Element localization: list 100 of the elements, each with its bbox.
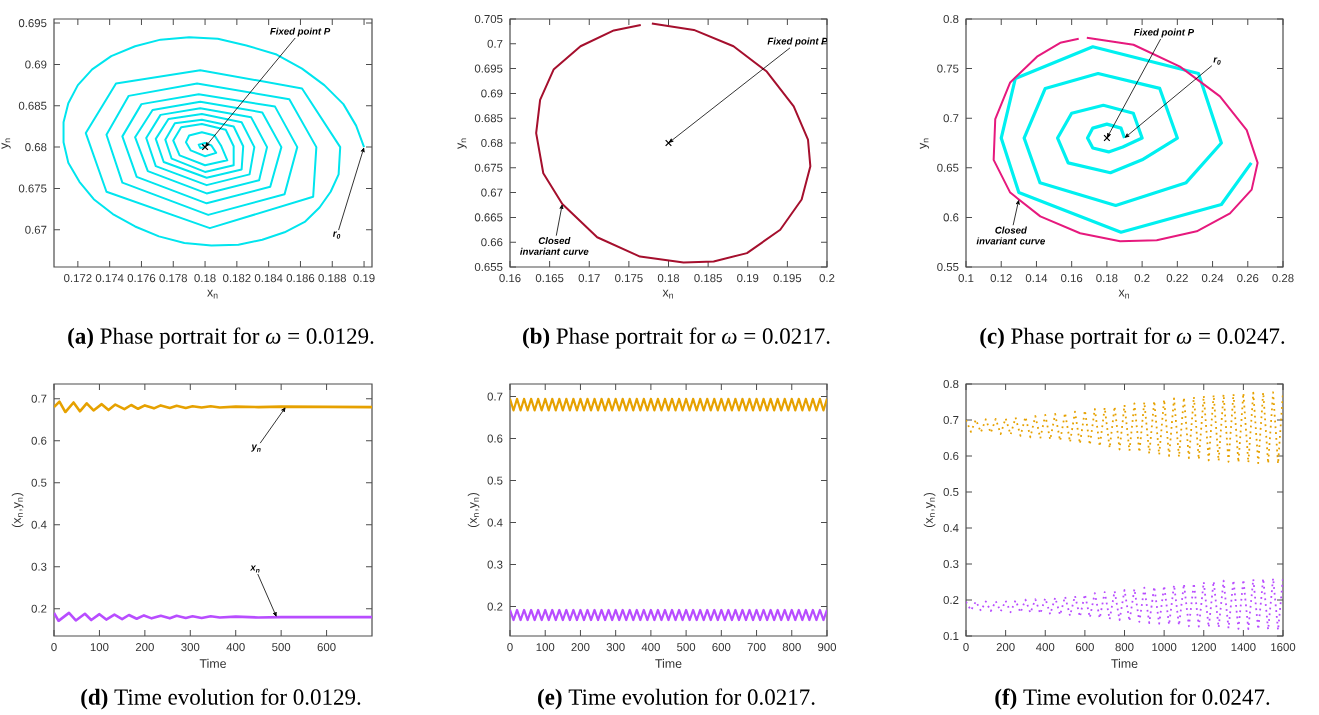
y-tick-label: 0.4 — [31, 520, 47, 529]
x-tick-label: 0.1 — [958, 274, 974, 283]
x-tick-label: 0.16 — [1061, 274, 1083, 283]
y-tick-label: 0.8 — [943, 14, 959, 24]
x-tick-label: 0.165 — [535, 274, 564, 283]
annotation: r$_{0}$ — [1213, 57, 1221, 65]
y-tick-label: 0.7 — [487, 392, 503, 401]
annotation: r$_{0}$ — [332, 231, 341, 239]
y-tick-label: 0.65 — [937, 163, 959, 172]
x-tick-label: 0.174 — [95, 274, 124, 283]
x-tick-label: 1600 — [1271, 643, 1296, 652]
y-axis-title: y$_{n}$ — [919, 138, 930, 149]
x-tick-label: 0.22 — [1166, 274, 1188, 283]
x-tick-label: 0.186 — [286, 274, 315, 283]
x-tick-label: 0.195 — [773, 274, 802, 283]
x-tick-label: 0.188 — [318, 274, 347, 283]
x-axis-title: Time — [655, 658, 682, 668]
y-tick-label: 0.7 — [487, 39, 503, 48]
x-tick-label: 0.185 — [694, 274, 722, 283]
x-tick-label: 600 — [712, 643, 731, 652]
y-tick-label: 0.67 — [25, 225, 47, 234]
x-tick-label: 0 — [51, 643, 57, 652]
text: (b) Phase portrait for ω = 0.0217. — [523, 327, 830, 349]
x-tick-label: 0.182 — [223, 274, 251, 283]
x-tick-label: 300 — [606, 643, 625, 652]
y-tick-label: 0.1 — [943, 631, 959, 641]
x-axis-title: x$_{n}$ — [662, 289, 673, 299]
y-tick-label: 0.6 — [31, 436, 47, 445]
y-tick-label: 0.3 — [31, 562, 47, 571]
x-tick-label: 0.178 — [159, 274, 188, 283]
x-tick-label: 100 — [90, 643, 109, 652]
y-tick-label: 0.2 — [487, 602, 503, 611]
y-tick-label: 0.4 — [487, 518, 503, 527]
y-tick-label: 0.7 — [31, 394, 47, 403]
x-tick-label: 0.2 — [819, 274, 835, 283]
y-axis-title: (x$_{n}$,y$_{n}$) — [467, 492, 480, 528]
x-tick-label: 900 — [818, 643, 837, 652]
annotation: Fixed point P — [1133, 28, 1195, 38]
x-tick-label: 0.19 — [353, 274, 375, 283]
x-tick-label: 800 — [782, 643, 801, 652]
x-tick-label: 0.18 — [657, 274, 680, 283]
x-tick-label: 400 — [1036, 643, 1055, 652]
x-tick-label: 0.2 — [1134, 274, 1150, 283]
x-tick-label: 0.26 — [1237, 274, 1259, 283]
x-tick-label: 1200 — [1191, 643, 1216, 652]
x-tick-label: 100 — [536, 643, 555, 652]
x-tick-label: 0.17 — [578, 274, 600, 283]
x-tick-label: 800 — [1115, 643, 1134, 652]
y-tick-label: 0.695 — [474, 64, 503, 73]
y-tick-label: 0.66 — [481, 238, 503, 247]
annotation: Fixed point P — [270, 27, 331, 37]
line-series — [966, 391, 1283, 465]
y-tick-label: 0.4 — [943, 523, 959, 533]
x-tick-label: 0.18 — [194, 274, 216, 283]
y-tick-label: 0.665 — [474, 213, 503, 222]
y-axis-title: y$_{n}$ — [1, 138, 11, 149]
x-tick-label: 0.24 — [1201, 274, 1224, 283]
y-tick-label: 0.3 — [943, 559, 959, 569]
x-tick-label: 0.172 — [64, 274, 92, 283]
text: (a) Phase portrait for ω = 0.0129. — [68, 327, 374, 349]
y-tick-label: 0.7 — [943, 415, 959, 425]
x-tick-label: 0.28 — [1272, 274, 1294, 283]
y-axis-title: (x$_{n}$,y$_{n}$) — [923, 492, 936, 528]
y-tick-label: 0.695 — [18, 19, 47, 28]
annotation: x$_{n}$ — [249, 565, 260, 573]
text: (d) Time evolution for 0.0129. — [81, 688, 361, 710]
x-tick-label: 0.12 — [990, 274, 1012, 283]
x-tick-label: 200 — [571, 643, 590, 652]
x-tick-label: 0.18 — [1096, 274, 1118, 283]
y-tick-label: 0.675 — [18, 184, 47, 193]
y-tick-label: 0.2 — [31, 604, 47, 613]
y-tick-label: 0.5 — [31, 478, 47, 487]
line-series — [62, 36, 366, 247]
y-tick-label: 0.705 — [474, 14, 503, 24]
annotation: Closed invariant curve — [520, 237, 589, 255]
y-tick-label: 0.5 — [487, 476, 503, 485]
x-tick-label: 600 — [1075, 643, 1094, 652]
y-tick-label: 0.68 — [481, 138, 503, 148]
x-tick-label: 0 — [963, 643, 969, 652]
text: (e) Time evolution for 0.0217. — [538, 688, 815, 710]
x-tick-label: 400 — [226, 643, 245, 652]
x-tick-label: 200 — [996, 643, 1015, 652]
x-tick-label: 0.16 — [499, 274, 521, 283]
y-axis-title: y$_{n}$ — [457, 138, 467, 149]
x-tick-label: 0.184 — [254, 274, 283, 283]
annotation: y$_{n}$ — [251, 444, 261, 452]
line-series — [54, 400, 373, 414]
x-tick-label: 300 — [181, 643, 200, 652]
y-tick-label: 0.685 — [474, 114, 503, 123]
x-axis-title: Time — [199, 658, 226, 668]
x-axis-title: x$_{n}$ — [1118, 289, 1129, 299]
y-tick-label: 0.3 — [487, 560, 503, 569]
x-tick-label: 1000 — [1152, 643, 1177, 652]
x-tick-label: 0.19 — [737, 274, 759, 283]
annotation: Closed invariant curve — [976, 226, 1045, 245]
y-tick-label: 0.6 — [487, 434, 503, 443]
y-tick-label: 0.8 — [943, 379, 959, 389]
x-tick-label: 0.176 — [127, 274, 156, 283]
y-tick-label: 0.675 — [474, 163, 503, 172]
text: (f) Time evolution for 0.0247. — [995, 688, 1270, 710]
